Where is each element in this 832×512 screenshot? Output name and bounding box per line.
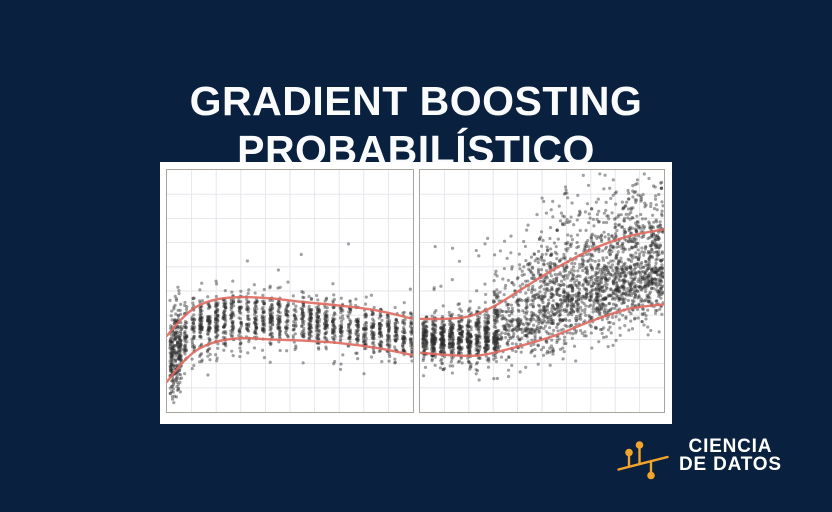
brand-name: CIENCIA DE DATOS [679, 436, 782, 475]
brand-name-line-1: CIENCIA [688, 436, 773, 457]
brand-logo: CIENCIA DE DATOS [616, 430, 782, 482]
title-line-1: GRADIENT BOOSTING [189, 78, 643, 125]
brand-name-line-2: DE DATOS [679, 454, 782, 475]
stem-plot-icon [617, 441, 669, 480]
scatter-panel-right [419, 169, 665, 413]
scatter-chart-left [167, 170, 413, 412]
scatter-chart-right [420, 170, 664, 412]
page-title: GRADIENT BOOSTING PROBABILÍSTICO [0, 77, 832, 175]
scatter-panel-left [166, 169, 414, 413]
quantile-charts-figure [160, 162, 672, 424]
